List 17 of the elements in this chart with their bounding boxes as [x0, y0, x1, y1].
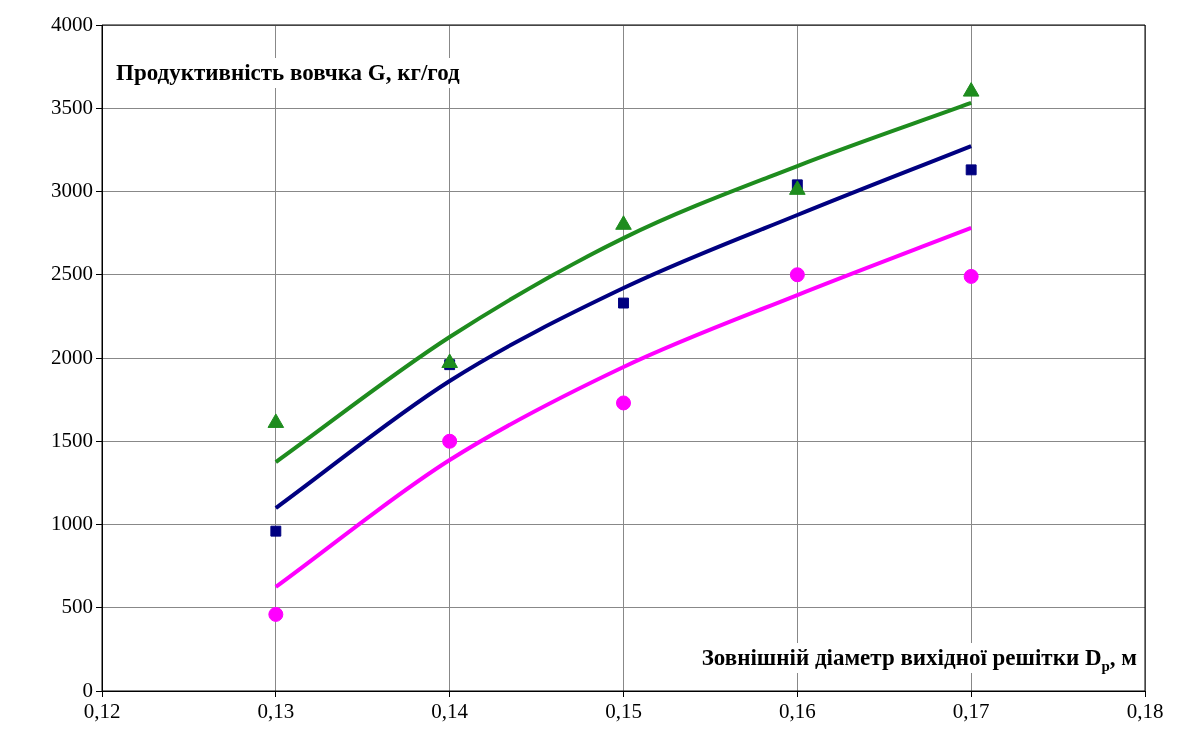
- y-tick-label: 3500: [51, 94, 93, 119]
- y-tick-label: 0: [82, 677, 93, 702]
- x-tick-label: 0,16: [778, 699, 816, 724]
- x-tick-label: 0,15: [605, 699, 642, 724]
- y-axis-title: Продуктивність вовчка G, кг/год: [116, 60, 460, 85]
- y-tick-label: 2000: [51, 344, 93, 369]
- x-tick-label: 0,12: [83, 699, 121, 724]
- x-tick-label: 0,17: [952, 699, 990, 724]
- y-tick-label: 1000: [51, 511, 93, 536]
- y-tick-label: 2500: [51, 261, 93, 286]
- x-tick-label: 0,14: [431, 699, 469, 724]
- y-tick-label: 3000: [51, 178, 93, 203]
- x-tick-label: 0,18: [1126, 699, 1164, 724]
- y-tick-label: 4000: [51, 11, 93, 36]
- x-tick-label: 0,13: [257, 699, 295, 724]
- y-tick-label: 500: [61, 594, 93, 619]
- y-tick-label: 1500: [51, 427, 93, 452]
